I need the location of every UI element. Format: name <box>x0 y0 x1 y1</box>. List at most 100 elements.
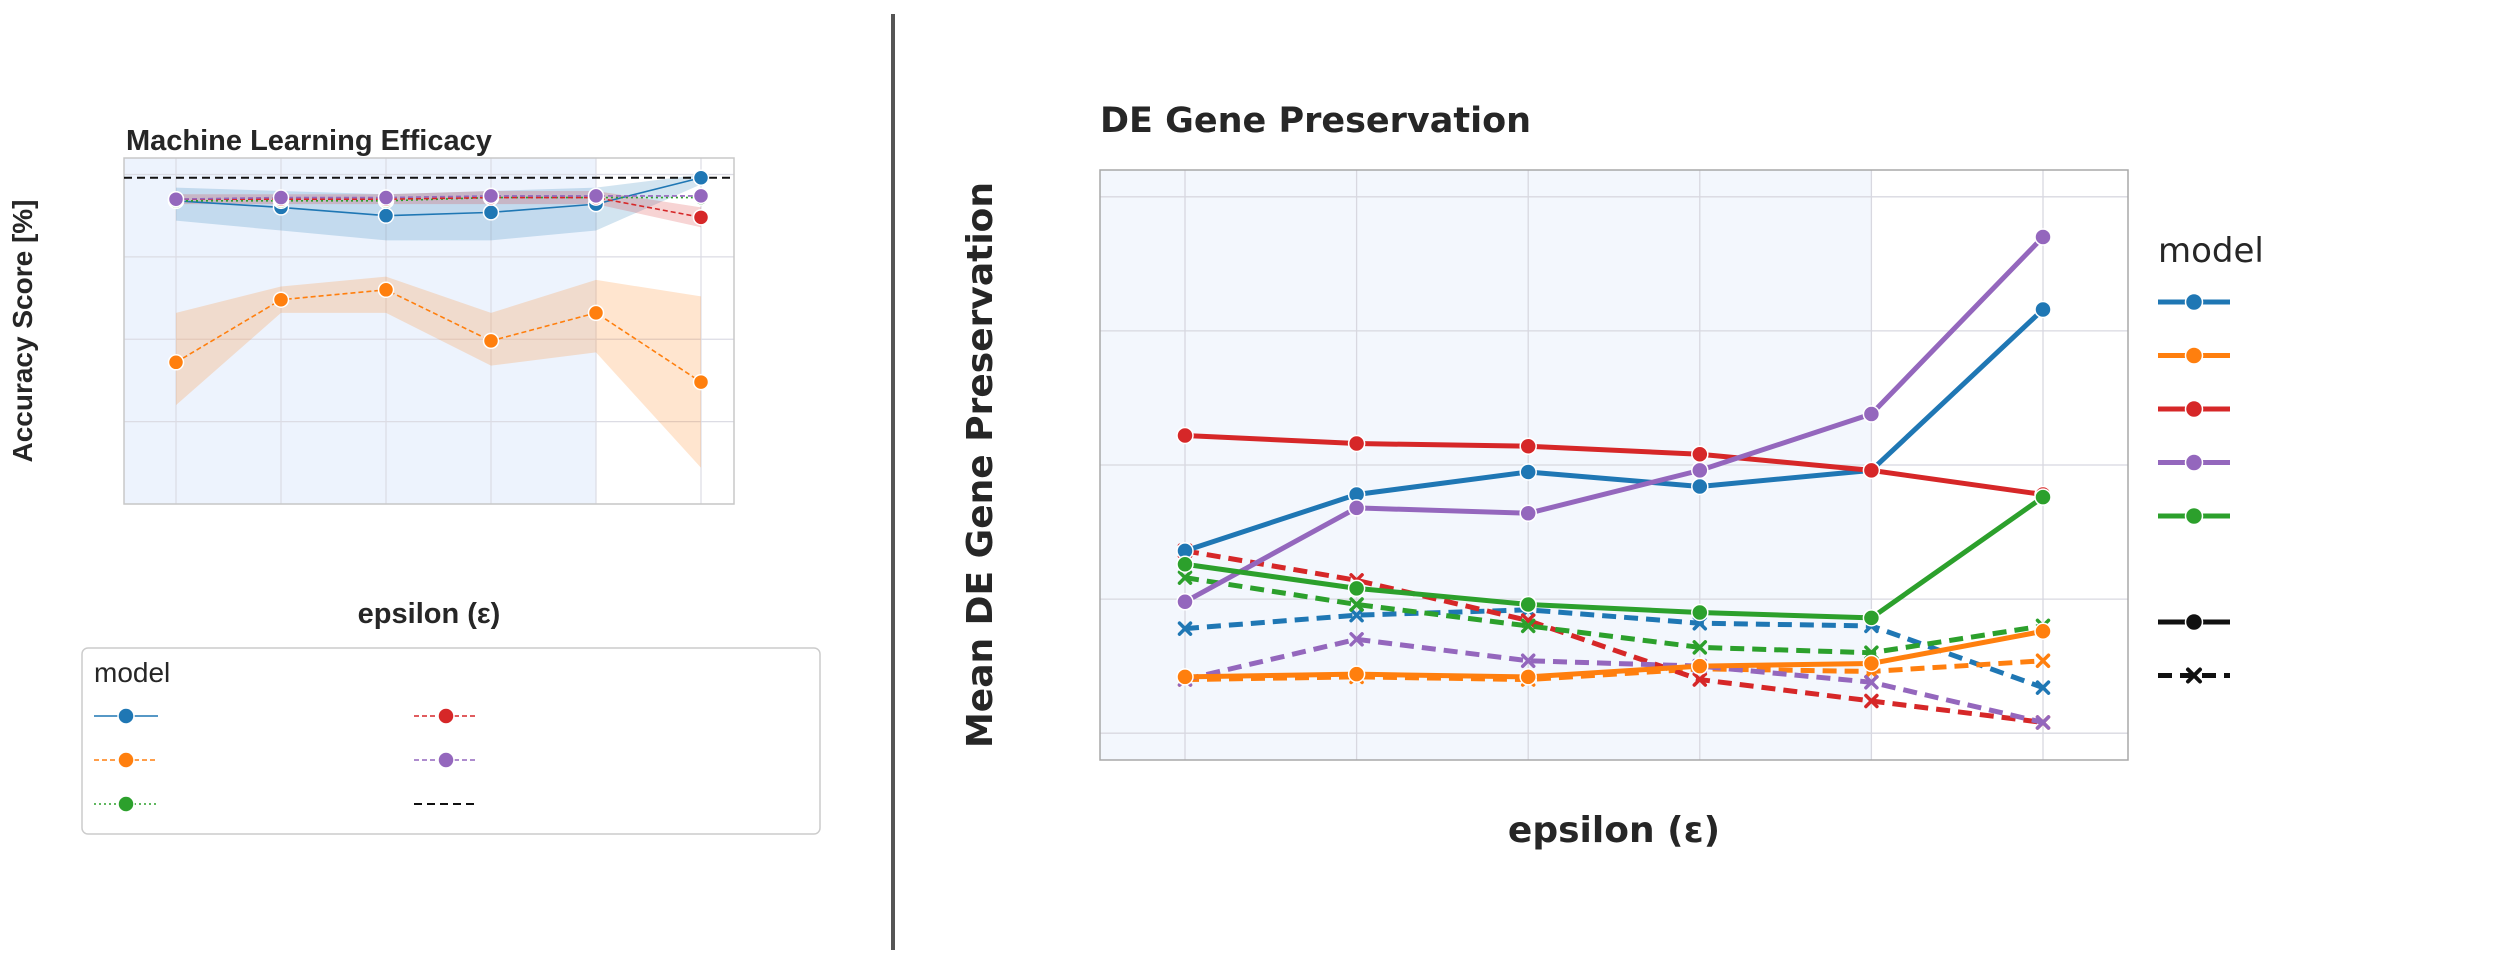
ml-legend-marker-private-pgm <box>437 707 455 725</box>
de-line-ron-gauss-tpr <box>1184 495 2045 621</box>
ml-x-axis-label: epsilon (ε) <box>358 598 501 630</box>
ml-point-privsyn-5 <box>692 187 710 205</box>
de-point-privsyn-tpr-3 <box>1691 461 1709 480</box>
de-legend-marker-ron-gauss <box>2184 506 2204 526</box>
de-point-gan-tpr-3 <box>1691 657 1709 675</box>
ml-point-privsyn-0 <box>167 190 185 208</box>
ml-band-gan <box>176 276 701 468</box>
ml-point-gan-5 <box>692 373 710 391</box>
de-point-ron-gauss-tpr-3 <box>1691 603 1709 622</box>
de-series-lines <box>1176 228 2052 730</box>
ml-legend-marker-gan <box>117 751 135 769</box>
de-plot-frame <box>1099 169 2129 761</box>
de-point-vae-fpr-5 <box>2035 680 2051 695</box>
de-point-vae-fpr-0 <box>1177 621 1193 636</box>
ml-point-privsyn-1 <box>272 189 290 206</box>
de-point-private-pgm-tpr-1 <box>1347 434 1366 453</box>
ml-line-gan <box>175 288 702 383</box>
de-point-privsyn-tpr-2 <box>1519 504 1537 523</box>
ml-point-privsyn-3 <box>482 187 500 205</box>
de-line-gan-tpr <box>1184 628 2044 680</box>
ml-line-vae <box>175 176 702 217</box>
de-legend-marker-fpr <box>2186 667 2202 684</box>
de-legend-marker-privsyn <box>2184 453 2204 472</box>
de-x-axis-label: epsilon (ε) <box>1508 810 1720 851</box>
de-point-ron-gauss-tpr-2 <box>1519 595 1537 614</box>
de-legend-marker-private-pgm <box>2184 399 2204 419</box>
de-y-axis-label: Mean DE Gene Preservation <box>960 182 1001 748</box>
de-point-private-pgm-fpr-4 <box>1864 693 1879 709</box>
de-gridlines <box>1100 170 2128 760</box>
de-point-private-pgm-fpr-3 <box>1692 672 1708 687</box>
de-point-vae-tpr-5 <box>2034 300 2052 319</box>
ml-chart-title: Machine Learning Efficacy <box>126 125 492 157</box>
de-point-privsyn-tpr-5 <box>2034 228 2052 246</box>
de-point-private-pgm-tpr-4 <box>1862 461 1881 480</box>
de-point-ron-gauss-fpr-3 <box>1692 640 1708 655</box>
ml-point-privsyn-2 <box>377 189 395 206</box>
de-point-private-pgm-tpr-0 <box>1176 426 1194 445</box>
ml-band-private-pgm <box>176 190 701 228</box>
de-line-vae-tpr <box>1184 307 2045 554</box>
de-line-vae-fpr <box>1184 607 2044 690</box>
de-chart-title: DE Gene Preservation <box>1100 101 1531 141</box>
de-point-privsyn-tpr-0 <box>1176 593 1194 611</box>
de-point-ron-gauss-tpr-1 <box>1347 579 1366 598</box>
ml-legend-title: model <box>94 657 170 688</box>
ml-efficacy-panel: Machine Learning Efficacy Accuracy Score… <box>7 125 821 835</box>
ml-legend-box <box>81 647 821 835</box>
ml-point-private-pgm-5 <box>692 209 710 226</box>
ml-point-vae-2 <box>377 207 395 224</box>
ml-point-gan-2 <box>377 281 395 299</box>
ml-point-gan-4 <box>587 304 605 322</box>
de-line-gan-fpr <box>1184 658 2044 683</box>
de-point-vae-tpr-2 <box>1519 463 1537 481</box>
ml-plot-frame <box>123 157 735 505</box>
ml-shaded-region <box>124 158 596 504</box>
de-point-gan-tpr-1 <box>1347 665 1366 683</box>
de-point-gan-fpr-5 <box>2035 653 2051 669</box>
de-point-ron-gauss-tpr-0 <box>1176 555 1194 573</box>
de-point-gan-tpr-5 <box>2034 622 2052 641</box>
ml-point-vae-5 <box>692 169 710 187</box>
ml-point-privsyn-4 <box>587 187 605 205</box>
de-point-private-pgm-tpr-2 <box>1519 437 1537 455</box>
de-point-vae-fpr-1 <box>1349 607 1364 623</box>
ml-point-gan-3 <box>482 332 500 350</box>
ml-legend-marker-vae <box>117 707 135 725</box>
ml-y-axis-label: Accuracy Score [%] <box>7 199 38 462</box>
de-point-privsyn-fpr-5 <box>2035 715 2051 730</box>
de-point-gan-tpr-0 <box>1176 668 1194 686</box>
de-line-private-pgm-fpr <box>1184 548 2044 725</box>
de-point-private-pgm-tpr-3 <box>1691 445 1709 464</box>
de-point-gan-tpr-2 <box>1519 668 1537 686</box>
de-point-privsyn-tpr-4 <box>1862 405 1881 423</box>
ml-gridlines <box>124 158 734 505</box>
ml-legend: model <box>81 647 821 835</box>
ml-point-gan-0 <box>167 354 185 371</box>
de-legend-title: model <box>2158 231 2264 271</box>
de-point-ron-gauss-tpr-4 <box>1862 609 1881 627</box>
de-point-privsyn-fpr-4 <box>1864 674 1879 690</box>
ml-point-vae-3 <box>482 204 500 221</box>
ml-legend-items <box>94 707 478 813</box>
de-point-ron-gauss-fpr-2 <box>1520 618 1536 634</box>
ml-legend-marker-ron-gauss <box>117 795 135 813</box>
de-point-ron-gauss-fpr-0 <box>1177 570 1193 585</box>
de-legend: model <box>2158 231 2264 684</box>
de-line-ron-gauss-fpr <box>1184 575 2044 656</box>
de-point-ron-gauss-fpr-1 <box>1349 597 1364 612</box>
de-point-gan-tpr-4 <box>1862 654 1881 673</box>
de-legend-marker-tpr <box>2184 612 2204 632</box>
ml-confidence-bands <box>176 174 701 468</box>
ml-series-lines <box>124 169 734 391</box>
de-legend-marker-gan <box>2184 346 2204 365</box>
de-legend-marker-vae <box>2184 292 2204 312</box>
de-point-privsyn-fpr-1 <box>1349 632 1364 647</box>
ml-band-vae <box>176 174 701 241</box>
de-line-privsyn-tpr <box>1183 235 2045 604</box>
de-line-private-pgm-tpr <box>1184 433 2044 497</box>
de-point-ron-gauss-tpr-5 <box>2034 488 2052 506</box>
de-gene-panel: DE Gene Preservation Mean DE Gene Preser… <box>960 101 2264 851</box>
